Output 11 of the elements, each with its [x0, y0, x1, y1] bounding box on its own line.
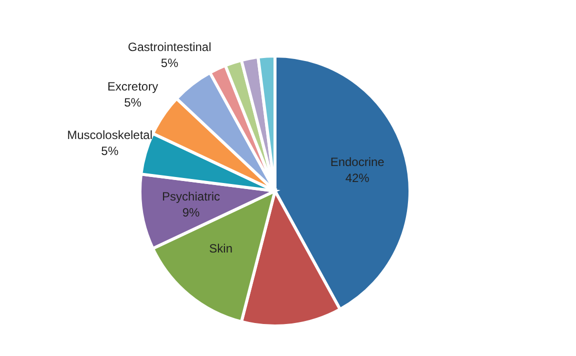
data-label: 5%	[101, 144, 119, 158]
data-label: 5%	[124, 95, 142, 110]
slice-label: Excretory	[107, 79, 158, 94]
slice-label: Endocrine	[330, 154, 385, 169]
slice-label: Muscoloskeletal	[67, 128, 153, 142]
slice-label: Gastrointestinal	[128, 40, 212, 54]
data-label: 5%	[160, 56, 179, 70]
slice-label: Skin	[209, 241, 232, 256]
data-label: 42%	[345, 170, 370, 185]
slice-label: Psychiatric	[162, 189, 220, 204]
data-label: 9%	[182, 205, 200, 220]
